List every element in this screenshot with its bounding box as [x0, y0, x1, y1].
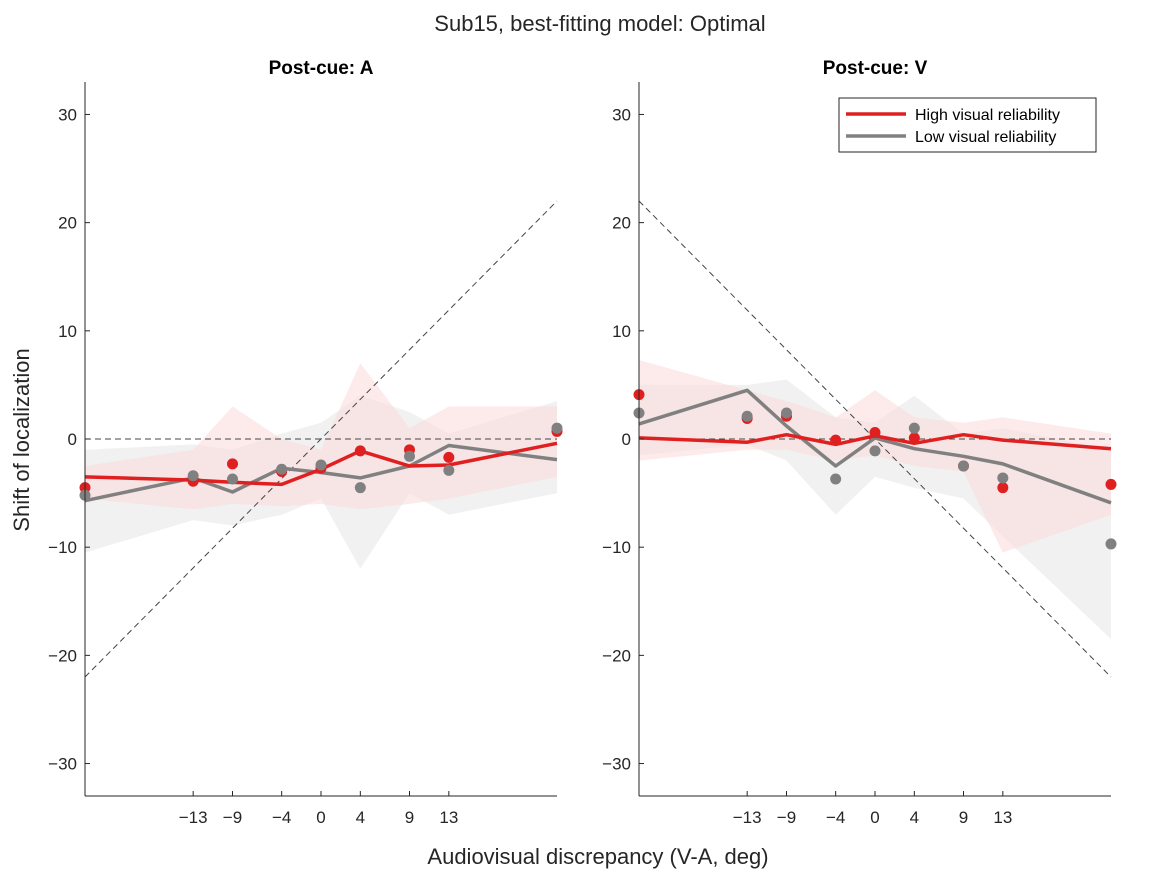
panel-post-cue-v: Post-cue: V −30 −20 −10 0 10 20 30 −13 −9 −4 0 4 9 13 — [602, 58, 1117, 827]
data-point-high-visual-reliability — [869, 427, 881, 439]
data-point-high-visual-reliability — [227, 458, 238, 470]
panel-post-cue-a: Post-cue: A −30 −20 −10 0 10 20 30 −13 −9 −4 0 4 9 13 — [48, 58, 563, 827]
x-tick-label: 4 — [910, 808, 919, 827]
y-tick-label: 10 — [58, 322, 77, 341]
full-shift-reference-line — [84, 200, 558, 678]
x-tick-label: 13 — [993, 808, 1012, 827]
y-tick-label: 30 — [58, 105, 77, 124]
data-point-low-visual-reliability — [741, 410, 753, 422]
y-tick-label: 30 — [612, 105, 631, 124]
data-point-high-visual-reliability — [908, 432, 920, 444]
data-point-low-visual-reliability — [443, 464, 455, 476]
y-tick-label: 0 — [622, 430, 631, 449]
x-tick-label: 4 — [356, 808, 365, 827]
data-point-low-visual-reliability — [404, 450, 415, 462]
data-point-low-visual-reliability — [908, 422, 920, 434]
data-point-low-visual-reliability — [958, 460, 969, 472]
y-axis-label: Shift of localization — [9, 348, 34, 531]
band-high-visual-reliability — [85, 363, 557, 510]
x-tick-label: −9 — [223, 808, 242, 827]
data-point-high-visual-reliability — [354, 445, 366, 457]
y-tick-label: 0 — [68, 430, 77, 449]
y-tick-label: −10 — [602, 538, 631, 557]
data-point-high-visual-reliability — [830, 434, 842, 446]
data-points — [79, 422, 563, 501]
data-points — [633, 389, 1117, 550]
data-point-low-visual-reliability — [354, 482, 366, 494]
data-point-low-visual-reliability — [830, 473, 842, 485]
data-point-low-visual-reliability — [551, 422, 563, 434]
data-point-high-visual-reliability — [1105, 478, 1117, 490]
panel-title: Post-cue: A — [269, 58, 374, 79]
y-tick-label: −30 — [48, 755, 77, 774]
data-point-low-visual-reliability — [997, 472, 1009, 484]
y-tick-label: −30 — [602, 755, 631, 774]
data-point-low-visual-reliability — [315, 459, 327, 471]
x-tick-label: −13 — [179, 808, 208, 827]
y-tick-label: 10 — [612, 322, 631, 341]
data-point-high-visual-reliability — [443, 451, 455, 463]
x-axis-label: Audiovisual discrepancy (V-A, deg) — [427, 844, 768, 869]
y-tick-label: 20 — [612, 214, 631, 233]
x-tick-label: −13 — [733, 808, 762, 827]
y-tick-label: −20 — [48, 646, 77, 665]
legend: High visual reliability Low visual relia… — [838, 97, 1097, 153]
x-tick-label: 0 — [316, 808, 325, 827]
x-tick-label: −4 — [826, 808, 845, 827]
x-tick-label: 0 — [870, 808, 879, 827]
x-tick-label: 13 — [439, 808, 458, 827]
legend-box — [838, 97, 1097, 153]
data-point-low-visual-reliability — [227, 473, 238, 485]
reference-lines — [84, 200, 558, 678]
data-point-low-visual-reliability — [276, 463, 288, 475]
axes: −30 −20 −10 0 10 20 30 −13 −9 −4 0 4 9 13 — [48, 82, 557, 827]
figure-title: Sub15, best-fitting model: Optimal — [434, 11, 765, 36]
data-point-low-visual-reliability — [869, 445, 881, 457]
x-tick-label: 9 — [959, 808, 968, 827]
legend-label-low: Low visual reliability — [915, 129, 1056, 146]
axes: −30 −20 −10 0 10 20 30 −13 −9 −4 0 4 9 13 — [602, 82, 1111, 827]
confidence-bands — [639, 360, 1111, 640]
data-point-low-visual-reliability — [781, 407, 792, 419]
x-tick-label: −9 — [777, 808, 796, 827]
panel-title: Post-cue: V — [823, 58, 928, 79]
y-tick-label: −10 — [48, 538, 77, 557]
x-tick-label: −4 — [272, 808, 291, 827]
band-high-visual-reliability — [639, 360, 1111, 553]
data-point-high-visual-reliability — [997, 482, 1009, 494]
legend-label-high: High visual reliability — [915, 107, 1060, 124]
y-tick-label: −20 — [602, 646, 631, 665]
y-tick-label: 20 — [58, 214, 77, 233]
x-tick-label: 9 — [405, 808, 414, 827]
data-point-low-visual-reliability — [187, 470, 199, 482]
data-point-low-visual-reliability — [1105, 538, 1117, 550]
